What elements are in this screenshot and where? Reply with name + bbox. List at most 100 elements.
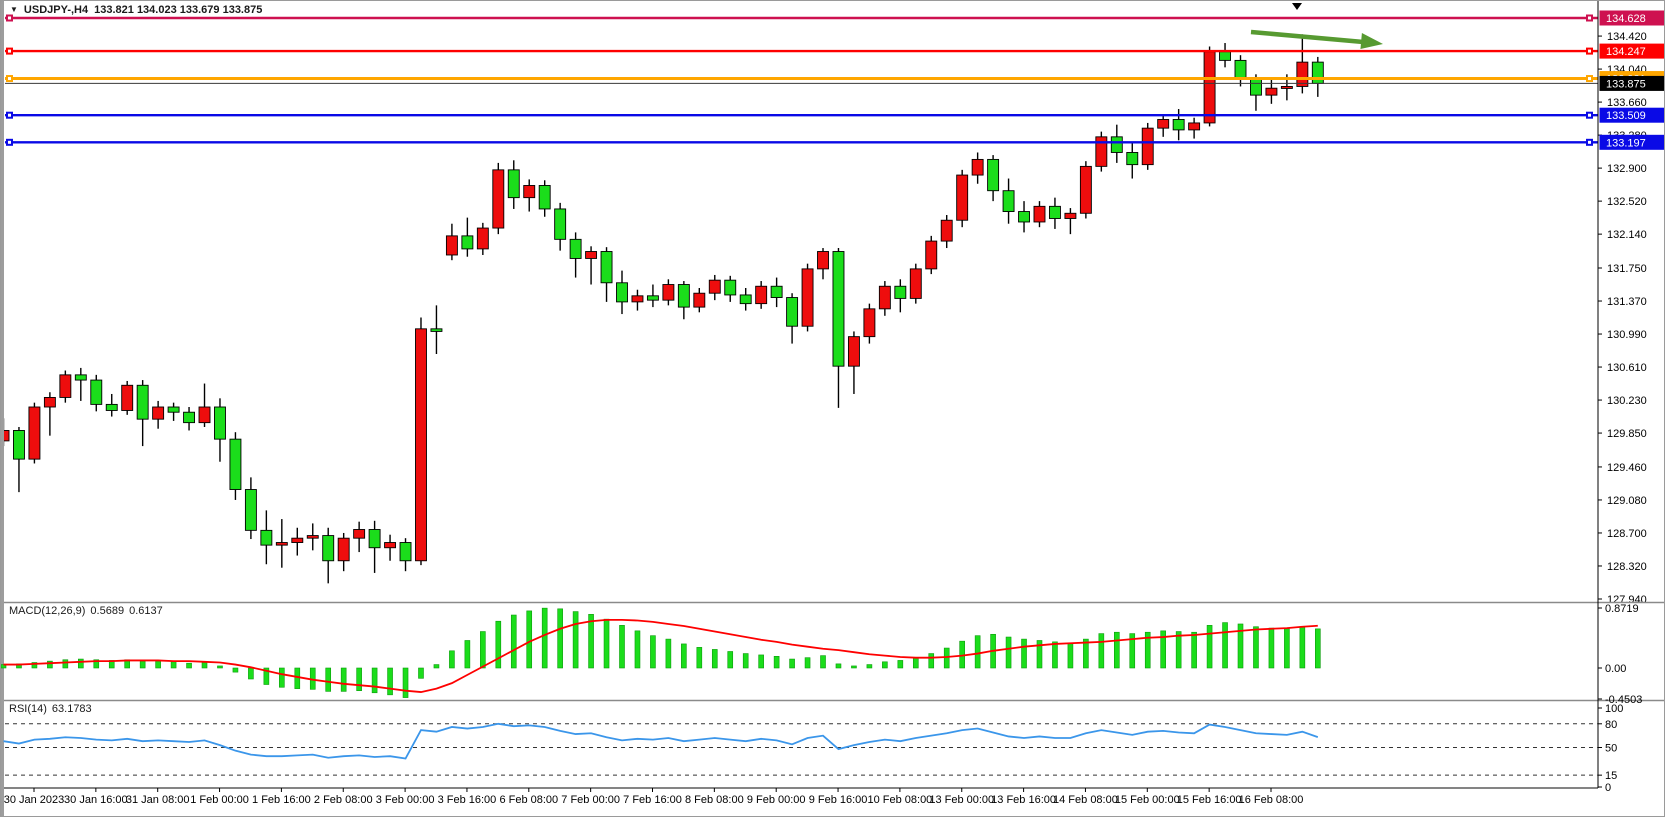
time-tick-label: 9 Feb 00:00: [747, 794, 806, 806]
candle: [244, 489, 257, 531]
macd-histogram-bar: [201, 662, 208, 669]
candle: [322, 535, 335, 562]
candle: [600, 251, 613, 284]
candle: [306, 535, 319, 539]
macd-histogram-bar: [650, 635, 656, 669]
macd-histogram-bar: [1299, 626, 1306, 669]
symbol-period-title: USDJPY-,H4: [23, 4, 89, 16]
candle: [105, 403, 118, 411]
candle: [384, 542, 397, 549]
candle: [863, 308, 876, 338]
rsi-level-label: 50: [1605, 743, 1617, 755]
time-tick-label: 3 Feb 00:00: [376, 794, 435, 806]
candle: [909, 268, 922, 299]
candle: [1126, 152, 1139, 166]
time-tick-label: 7 Feb 16:00: [623, 794, 682, 806]
macd-histogram-bar: [325, 667, 332, 692]
candle: [971, 158, 984, 176]
candle: [43, 396, 56, 408]
price-tick-label: 133.660: [1607, 97, 1647, 109]
symbol-dropdown-icon[interactable]: ▼: [10, 4, 18, 14]
macd-histogram-bar: [402, 667, 409, 698]
macd-histogram-bar: [433, 664, 440, 669]
macd-histogram-bar: [928, 653, 935, 669]
macd-histogram-bar: [1021, 638, 1027, 669]
rsi-level-label: 100: [1605, 703, 1623, 715]
macd-histogram-bar: [1067, 642, 1074, 669]
candle: [878, 285, 891, 310]
macd-histogram-bar: [634, 630, 641, 669]
macd-histogram-bar: [1191, 631, 1197, 669]
candle: [59, 374, 72, 398]
hline-handle-center: [8, 77, 11, 81]
time-tick-label: 16 Feb 08:00: [1239, 794, 1304, 806]
time-tick-label: 6 Feb 08:00: [499, 794, 558, 806]
macd-histogram-bar: [912, 657, 919, 669]
price-badge-text: 134.628: [1606, 13, 1646, 25]
header-ohlc-values: 133.821 134.023 133.679 133.875: [94, 4, 263, 16]
candle: [832, 251, 845, 367]
candle: [940, 219, 953, 242]
macd-histogram-bar: [1098, 633, 1105, 669]
candle: [28, 406, 41, 460]
macd-histogram-bar: [974, 635, 981, 669]
candle: [739, 294, 752, 305]
time-tick-label: 2 Feb 08:00: [314, 794, 373, 806]
chart-header: ▼ USDJPY-,H4 133.821 134.023 133.679 133…: [10, 4, 262, 16]
time-tick-label: 9 Feb 16:00: [809, 794, 868, 806]
chart-end-marker-icon[interactable]: [1292, 3, 1302, 10]
price-badge-134.247: [1599, 43, 1664, 59]
candle: [724, 279, 737, 296]
trend-arrow-head[interactable]: [1360, 33, 1383, 51]
hline-handle-center: [1588, 16, 1591, 20]
price-badge-text: 133.509: [1606, 110, 1646, 122]
macd-indicator-name: MACD(12,26,9): [9, 605, 86, 617]
candle: [121, 384, 134, 411]
trend-arrow[interactable]: [1250, 29, 1370, 45]
rsi-value: 63.1783: [51, 703, 92, 715]
macd-histogram-bar: [510, 614, 517, 669]
macd-histogram-bar: [866, 664, 873, 669]
macd-histogram-bar: [665, 638, 672, 669]
macd-histogram-bar: [1253, 626, 1259, 669]
macd-histogram-bar: [62, 659, 69, 669]
candle: [1219, 51, 1231, 61]
rsi-pane-label: RSI(14) 63.1783: [9, 703, 92, 715]
price-tick-label: 130.990: [1607, 329, 1647, 341]
macd-histogram-bar: [1036, 640, 1043, 669]
time-tick-label: 15 Feb 16:00: [1177, 794, 1242, 806]
price-badge-133.197: [1599, 134, 1664, 150]
candle: [492, 169, 505, 229]
candle: [291, 537, 304, 543]
macd-histogram-bar: [1129, 633, 1136, 669]
macd-histogram-bar: [1284, 628, 1290, 669]
macd-histogram-bar: [78, 658, 84, 669]
candle: [523, 185, 536, 199]
candle: [1296, 61, 1309, 87]
candle: [1033, 205, 1046, 223]
candle: [616, 282, 628, 303]
candle: [1265, 87, 1278, 96]
rsi-level-label: 80: [1605, 719, 1617, 731]
hline-handle-center: [1588, 49, 1591, 53]
time-tick-label: 1 Feb 00:00: [190, 794, 249, 806]
time-tick-label: 14 Feb 08:00: [1053, 794, 1118, 806]
candle: [693, 292, 706, 308]
macd-histogram-bar: [139, 660, 146, 669]
rsi-level-label: 15: [1605, 770, 1617, 782]
macd-histogram-bar: [31, 662, 38, 669]
candle: [461, 235, 474, 250]
hline-handle-center: [8, 16, 11, 20]
time-tick-label: 15 Feb 00:00: [1115, 794, 1180, 806]
candle: [1018, 211, 1030, 223]
candle: [847, 336, 860, 367]
candle: [925, 240, 938, 270]
candle: [554, 208, 567, 240]
candle: [13, 430, 25, 460]
macd-histogram-bar: [789, 658, 795, 669]
price-tick-label: 131.750: [1607, 263, 1647, 275]
time-tick-label: 31 Jan 08:00: [126, 794, 190, 806]
macd-histogram-bar: [773, 656, 780, 669]
price-badge-text: 133.197: [1606, 137, 1646, 149]
